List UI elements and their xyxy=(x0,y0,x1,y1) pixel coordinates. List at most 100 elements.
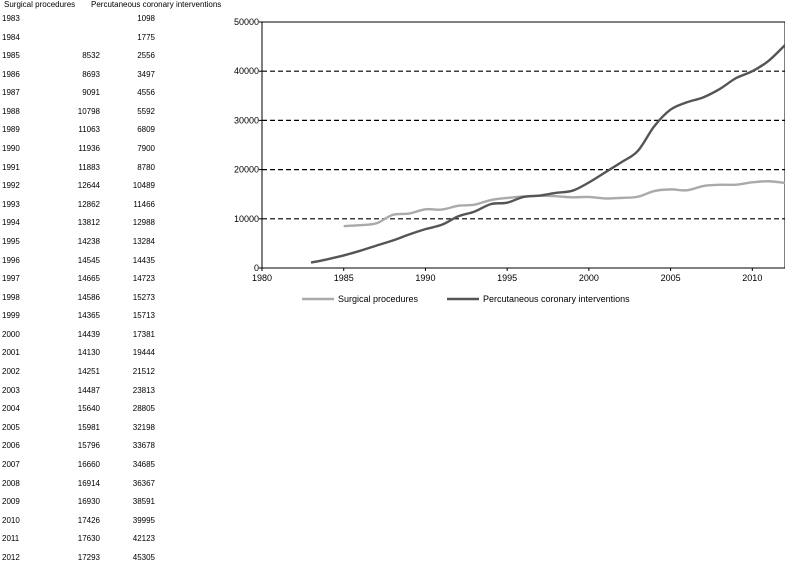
surgical-procedures-cell: 14130 xyxy=(77,348,100,358)
pci-cell: 42123 xyxy=(132,534,155,544)
pci-cell: 3497 xyxy=(137,69,155,79)
year-cell: 2010 xyxy=(2,515,20,525)
x-tick-label: 1990 xyxy=(415,273,435,283)
table-row: 1986 8693 3497 xyxy=(0,70,240,80)
y-tick-label: 50000 xyxy=(234,17,259,27)
year-cell: 2001 xyxy=(2,348,20,358)
surgical-procedures-cell: 8532 xyxy=(82,51,100,61)
x-tick-label: 1985 xyxy=(334,273,354,283)
pci-cell: 6809 xyxy=(137,125,155,135)
surgical-procedures-cell: 14365 xyxy=(77,311,100,321)
pci-cell: 36367 xyxy=(132,478,155,488)
pci-cell: 1098 xyxy=(137,14,155,23)
table-row: 2005 15981 32198 xyxy=(0,423,240,433)
year-cell: 1994 xyxy=(2,218,20,228)
surgical-procedures-cell: 9091 xyxy=(82,88,100,98)
year-cell: 2006 xyxy=(2,441,20,451)
chart-legend: Surgical procedures Percutaneous coronary… xyxy=(302,294,630,304)
surgical-procedures-cell: 14665 xyxy=(77,274,100,284)
surgical-procedures-cell: 16914 xyxy=(77,478,100,488)
pci-cell: 7900 xyxy=(137,144,155,154)
year-cell: 1988 xyxy=(2,106,20,116)
pci-cell: 33678 xyxy=(132,441,155,451)
surgical-procedures-cell: 14545 xyxy=(77,255,100,265)
surgical-procedures-cell: 11936 xyxy=(78,144,100,154)
surgical-procedures-cell: 15981 xyxy=(77,422,100,432)
year-cell: 1999 xyxy=(2,311,20,321)
table-row: 2011 17630 42123 xyxy=(0,534,240,544)
surgical-procedures-cell: 17426 xyxy=(77,515,100,525)
table-row: 1991 11883 8780 xyxy=(0,163,240,173)
surgical-procedures-cell: 14487 xyxy=(77,385,100,395)
pci-cell: 32198 xyxy=(132,422,155,432)
year-cell: 1995 xyxy=(2,236,20,246)
table-row: 2007 16660 34685 xyxy=(0,460,240,470)
year-cell: 1989 xyxy=(2,125,20,135)
year-cell: 1991 xyxy=(2,162,20,172)
pci-cell: 19444 xyxy=(132,348,155,358)
pci-cell: 15713 xyxy=(132,311,155,321)
year-cell: 1997 xyxy=(2,274,20,284)
surgical-procedures-cell: 12644 xyxy=(77,181,100,191)
grid-lines xyxy=(262,70,785,220)
x-tick-label: 2005 xyxy=(661,273,681,283)
table-row: 2012 17293 45305 xyxy=(0,553,240,563)
year-cell: 1985 xyxy=(2,51,20,61)
header-surgical-procedures: Surgical procedures xyxy=(4,0,76,9)
surgical-procedures-cell: 14251 xyxy=(77,367,100,377)
year-cell: 2000 xyxy=(2,329,20,339)
surgical-procedures-cell: 12862 xyxy=(77,199,100,209)
year-cell: 1996 xyxy=(2,255,20,265)
year-cell: 1992 xyxy=(2,181,20,191)
pci-cell: 8780 xyxy=(137,162,155,172)
pci-cell: 17381 xyxy=(132,329,155,339)
table-row: 1997 14665 14723 xyxy=(0,274,240,284)
pci-cell: 12988 xyxy=(132,218,155,228)
surgical-procedures-cell: 15796 xyxy=(77,441,100,451)
surgical-procedures-cell: 14439 xyxy=(77,329,100,339)
x-tick-label: 1995 xyxy=(497,273,517,283)
year-cell: 2012 xyxy=(2,552,20,562)
legend-label: Surgical procedures xyxy=(338,294,419,304)
pci-cell: 21512 xyxy=(132,367,155,377)
surgical-procedures-cell: 17293 xyxy=(77,552,100,562)
year-cell: 1983 xyxy=(2,14,20,23)
surgical-procedures-cell: 14586 xyxy=(77,292,100,302)
pci-cell: 10489 xyxy=(132,181,155,191)
pci-cell: 34685 xyxy=(132,459,155,469)
pci-cell: 11466 xyxy=(133,199,155,209)
year-cell: 2011 xyxy=(2,534,20,544)
pci-cell: 13284 xyxy=(132,236,155,246)
legend-surgical-procedures: Surgical procedures xyxy=(302,294,419,304)
surgical-procedures-line xyxy=(343,180,785,228)
year-cell: 2009 xyxy=(2,497,20,507)
table-row: 1995 14238 13284 xyxy=(0,237,240,247)
x-tick-label: 2000 xyxy=(579,273,599,283)
table-row: 1998 14586 15273 xyxy=(0,293,240,303)
pci-cell: 1775 xyxy=(137,32,155,42)
pci-cell: 14723 xyxy=(132,274,155,284)
pci-cell: 45305 xyxy=(132,552,155,562)
surgical-procedures-cell: 15640 xyxy=(77,404,100,414)
line-chart: 0 10000 20000 30000 40000 50000 1980 1985 1990 19… xyxy=(234,17,785,304)
y-tick-label: 20000 xyxy=(234,165,259,175)
chart-axes: 0 10000 20000 30000 40000 50000 1980 1985 1990 19… xyxy=(234,17,785,283)
y-tick-label: 40000 xyxy=(234,66,259,76)
table-row: 1994 13812 12988 xyxy=(0,218,240,228)
pci-cell: 28805 xyxy=(132,404,155,414)
table-row: 1996 14545 14435 xyxy=(0,256,240,266)
plot-frame xyxy=(261,21,785,269)
table-row: 2008 16914 36367 xyxy=(0,479,240,489)
pci-cell: 2556 xyxy=(137,51,155,61)
table-row: 1999 14365 15713 xyxy=(0,311,240,321)
table-row: 2003 14487 23813 xyxy=(0,386,240,396)
surgical-procedures-cell: 10798 xyxy=(77,106,100,116)
legend-pci: Percutaneous coronary interventions xyxy=(447,294,630,304)
table-row: 2010 17426 39995 xyxy=(0,516,240,526)
surgical-procedures-cell: 11063 xyxy=(78,125,100,135)
table-row: 2004 15640 28805 xyxy=(0,404,240,414)
x-tick-label: 1980 xyxy=(252,273,272,283)
year-cell: 2004 xyxy=(2,404,20,414)
table-row: 1987 9091 4556 xyxy=(0,88,240,98)
year-cell: 1998 xyxy=(2,292,20,302)
